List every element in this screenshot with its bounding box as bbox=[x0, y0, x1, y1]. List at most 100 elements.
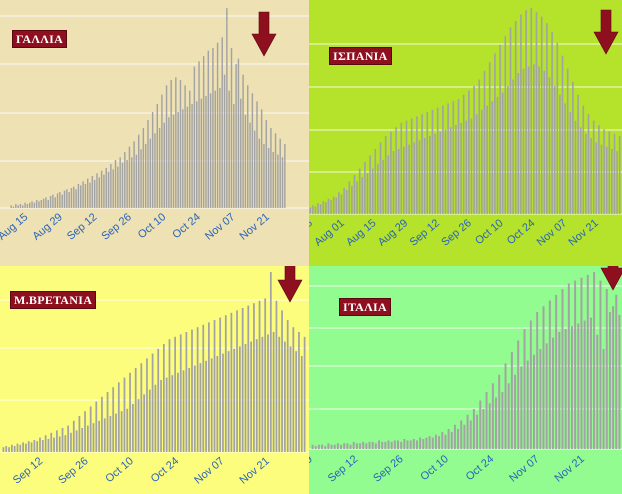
italy-bar bbox=[608, 311, 611, 449]
france-bar bbox=[281, 157, 284, 208]
spain-bar bbox=[442, 105, 444, 214]
italy-bar bbox=[340, 444, 343, 449]
france-bar bbox=[219, 88, 221, 208]
spain-bar bbox=[312, 205, 314, 214]
italy-bar bbox=[545, 343, 548, 449]
france-bar bbox=[84, 184, 87, 208]
italy-bar bbox=[321, 444, 324, 449]
italy-bar bbox=[381, 441, 384, 449]
spain-bar bbox=[559, 94, 561, 214]
uk-bar bbox=[244, 344, 247, 452]
italy-bar bbox=[586, 274, 589, 449]
uk-bar bbox=[219, 317, 222, 452]
spain-bar bbox=[455, 125, 457, 214]
uk-bar bbox=[222, 353, 224, 452]
spain-bar bbox=[475, 114, 478, 214]
france-bar bbox=[140, 149, 142, 208]
spain-bar bbox=[447, 103, 449, 214]
spain-bar bbox=[478, 79, 481, 214]
uk-bar bbox=[250, 341, 252, 452]
uk-bar bbox=[253, 303, 255, 452]
france-bar bbox=[93, 180, 96, 208]
spain-bar bbox=[387, 155, 390, 214]
spain-bar bbox=[343, 187, 345, 214]
uk-bar bbox=[292, 327, 295, 452]
italy-bar bbox=[482, 409, 485, 449]
uk-bar bbox=[261, 336, 264, 452]
france-bar bbox=[33, 202, 36, 208]
france-bar bbox=[38, 201, 40, 208]
spain-bar bbox=[572, 81, 574, 214]
france-bar bbox=[86, 178, 89, 208]
france-bar bbox=[154, 133, 156, 208]
spain-bar bbox=[377, 164, 379, 214]
uk-bar bbox=[47, 438, 50, 452]
italy-bar bbox=[517, 340, 520, 449]
france-bar bbox=[270, 128, 272, 208]
spain-bar bbox=[605, 146, 608, 214]
uk-bar bbox=[13, 446, 16, 452]
france-bar bbox=[96, 173, 98, 208]
uk-bar bbox=[241, 308, 244, 452]
uk-bar bbox=[236, 310, 238, 452]
uk-bar bbox=[16, 443, 19, 452]
spain-bar bbox=[431, 109, 434, 214]
italy-bar bbox=[349, 444, 352, 449]
uk-bar bbox=[179, 334, 182, 452]
spain-bar bbox=[322, 200, 325, 214]
spain-bar bbox=[613, 133, 616, 214]
france-bar bbox=[119, 157, 121, 208]
uk-bar bbox=[53, 437, 55, 452]
france-bar bbox=[63, 190, 66, 208]
uk-bar bbox=[154, 384, 157, 452]
france-bar bbox=[121, 162, 124, 208]
spain-bar bbox=[582, 105, 585, 214]
italy-bar bbox=[583, 320, 586, 449]
uk-bar bbox=[182, 370, 185, 452]
france-bar bbox=[161, 94, 163, 208]
uk-bar bbox=[230, 312, 233, 452]
spain-bar bbox=[439, 131, 442, 214]
france-bar bbox=[235, 64, 237, 208]
france-bar bbox=[133, 141, 135, 208]
uk-bar bbox=[101, 396, 103, 452]
spain-bar bbox=[535, 12, 538, 215]
uk-bar bbox=[199, 363, 202, 452]
spain-bar bbox=[465, 120, 468, 214]
france-bar bbox=[240, 98, 242, 208]
spain-bar bbox=[603, 129, 605, 214]
spain-bar bbox=[332, 196, 335, 214]
spain-bar bbox=[395, 127, 397, 214]
france-bar bbox=[202, 56, 205, 208]
france-bar bbox=[49, 196, 52, 208]
uk-bar bbox=[2, 447, 5, 452]
italy-bar bbox=[548, 300, 551, 449]
uk-bar bbox=[272, 332, 275, 452]
france-bar bbox=[29, 202, 31, 208]
spain-bar bbox=[426, 112, 429, 214]
uk-bar bbox=[148, 389, 151, 452]
france-bar bbox=[256, 101, 258, 208]
uk-bar bbox=[115, 413, 117, 452]
france-bar bbox=[230, 48, 233, 208]
spain-bar bbox=[546, 23, 548, 215]
uk-bar bbox=[5, 446, 8, 452]
uk-bar bbox=[289, 346, 292, 452]
italy-bar bbox=[324, 446, 327, 449]
spain-bar bbox=[400, 122, 403, 214]
italy-bar bbox=[507, 383, 510, 449]
france-bar bbox=[12, 206, 15, 208]
italy-bar bbox=[596, 334, 599, 449]
spain-bar bbox=[416, 116, 418, 214]
italy-bar bbox=[425, 437, 428, 449]
uk-title: Μ.ΒΡΕΤΑΝΙΑ bbox=[10, 291, 97, 309]
spain-bar bbox=[512, 79, 514, 214]
uk-bar bbox=[8, 447, 10, 452]
italy-bar bbox=[514, 374, 517, 449]
spain-bar bbox=[423, 138, 426, 214]
france-bar bbox=[117, 166, 119, 208]
france-bar bbox=[200, 98, 203, 208]
france-bar bbox=[31, 201, 33, 208]
uk-bar bbox=[72, 420, 75, 452]
spain-bar bbox=[366, 172, 369, 214]
